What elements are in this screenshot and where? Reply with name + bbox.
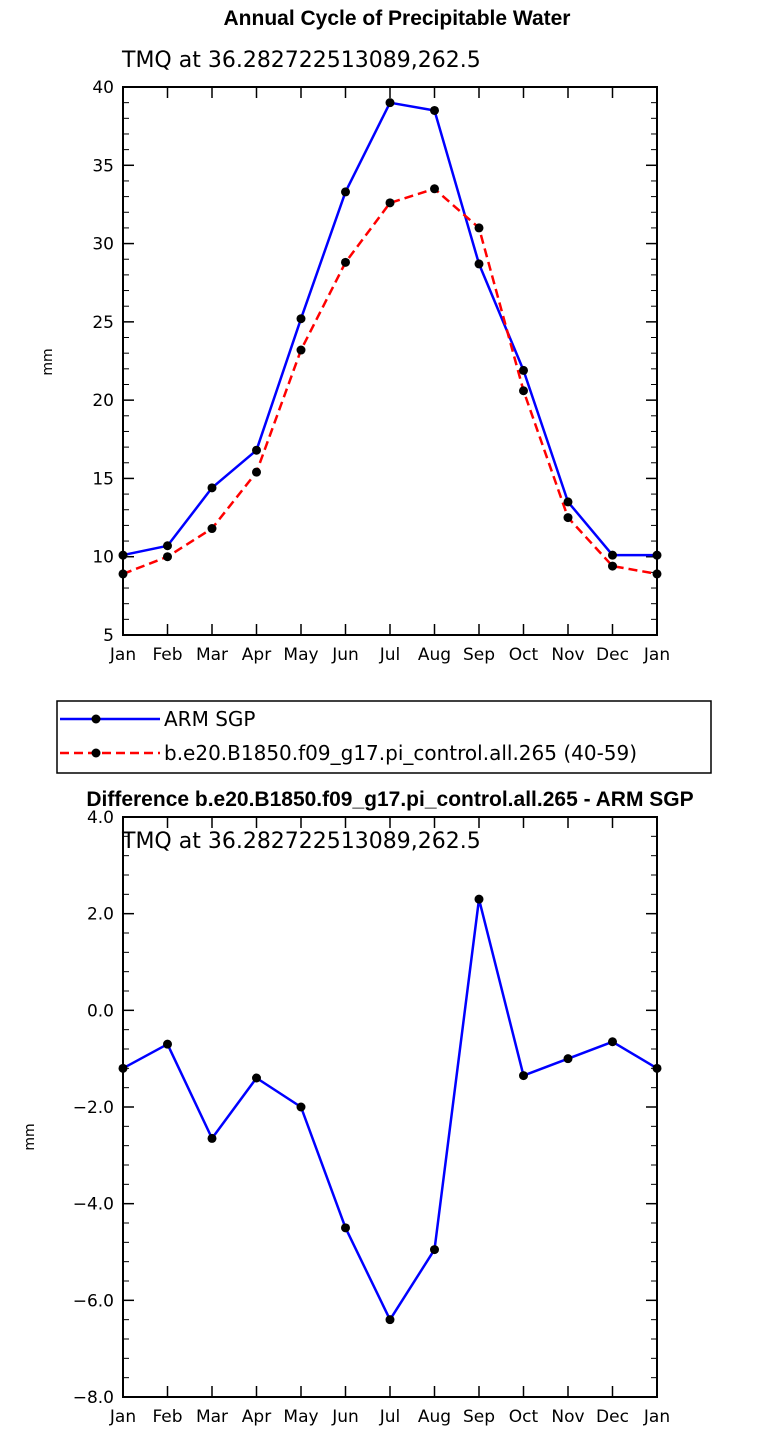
chart1-series-1-point bbox=[608, 561, 617, 571]
chart2-series-0-point bbox=[163, 1039, 172, 1049]
chart2-xtick-label: Jan bbox=[643, 1407, 670, 1427]
chart2-xtick-label: Feb bbox=[152, 1407, 182, 1427]
chart1-series-0-point bbox=[385, 98, 395, 108]
legend-marker-model bbox=[91, 748, 101, 758]
chart1-xtick-label: Jun bbox=[331, 645, 359, 665]
chart1-ytick-label: 40 bbox=[92, 78, 114, 98]
chart2-ytick-label: 0.0 bbox=[87, 1001, 114, 1021]
chart1-series-0-point bbox=[519, 365, 528, 375]
chart2-ytick-label: −8.0 bbox=[73, 1388, 114, 1408]
chart2-xtick-label: Oct bbox=[509, 1407, 539, 1427]
chart2-series-0-point bbox=[563, 1054, 573, 1064]
chart1-plot-frame bbox=[122, 86, 658, 636]
chart1-xtick-label: Mar bbox=[196, 645, 228, 665]
chart2-xtick-label: Sep bbox=[463, 1407, 495, 1427]
chart2-series-0-point bbox=[519, 1071, 528, 1081]
chart2-series-0-point bbox=[430, 1245, 439, 1255]
chart2-xtick-label: Nov bbox=[551, 1407, 584, 1427]
chart1-xtick-label: Aug bbox=[418, 645, 451, 665]
chart2-plot-frame bbox=[122, 816, 658, 1398]
legend-box bbox=[56, 700, 712, 774]
chart1-xtick-label: Sep bbox=[463, 645, 495, 665]
legend-marker-arm-sgp bbox=[91, 714, 101, 724]
chart1-series-1-point bbox=[519, 386, 528, 396]
chart2-series-0-point bbox=[207, 1133, 217, 1143]
chart1-ytick-label: 5 bbox=[103, 626, 114, 646]
chart2-ytick-label: 4.0 bbox=[87, 808, 114, 828]
chart1-series-0-point bbox=[563, 497, 573, 507]
chart1-series-0-point bbox=[608, 550, 617, 560]
chart1-xtick-label: Apr bbox=[242, 645, 271, 665]
chart2-xtick-label: Dec bbox=[596, 1407, 629, 1427]
chart1-series-1-point bbox=[563, 513, 573, 523]
difference-chart: Difference b.e20.B1850.f09_g17.pi_contro… bbox=[22, 788, 694, 1427]
chart1-xtick-label: Jan bbox=[109, 645, 136, 665]
chart2-xtick-label: Apr bbox=[242, 1407, 271, 1427]
chart2-ylabel: mm bbox=[22, 1123, 38, 1150]
chart2-xtick-label: Jul bbox=[379, 1407, 401, 1427]
chart1-ylabel: mm bbox=[40, 348, 56, 375]
chart1-series-1-point bbox=[252, 467, 261, 477]
chart1-title: Annual Cycle of Precipitable Water bbox=[224, 7, 571, 30]
chart1-subtitle: TMQ at 36.282722513089,262.5 bbox=[121, 48, 481, 73]
chart1-legend: ARM SGP b.e20.B1850.f09_g17.pi_control.a… bbox=[56, 700, 712, 774]
chart1-xtick-label: May bbox=[283, 645, 318, 665]
chart1-ytick-label: 30 bbox=[92, 235, 114, 255]
chart2-series-0-point bbox=[474, 894, 484, 904]
chart2-series-0-point bbox=[296, 1102, 306, 1112]
chart1-series-0-point bbox=[252, 445, 261, 455]
chart1-xtick-label: Dec bbox=[596, 645, 629, 665]
chart2-ytick-label: −4.0 bbox=[73, 1195, 114, 1215]
chart1-ytick-label: 20 bbox=[92, 391, 114, 411]
chart2-xtick-label: Jan bbox=[109, 1407, 136, 1427]
annual-cycle-chart: Annual Cycle of Precipitable Water TMQ a… bbox=[40, 7, 670, 665]
chart1-series-0-point bbox=[430, 105, 439, 115]
chart1-ytick-label: 35 bbox=[92, 156, 114, 176]
chart1-series-0-point bbox=[163, 541, 172, 551]
chart2-ytick-label: 2.0 bbox=[87, 905, 114, 925]
chart1-ytick-label: 10 bbox=[92, 548, 114, 568]
legend-label-arm-sgp: ARM SGP bbox=[164, 707, 255, 731]
chart1-series-1-point bbox=[385, 198, 395, 208]
chart1-series-0-point bbox=[207, 483, 217, 493]
chart2-series-0-point bbox=[341, 1223, 350, 1233]
chart1-series-1-point bbox=[296, 345, 306, 355]
chart2-ytick-label: −2.0 bbox=[73, 1098, 114, 1118]
chart2-xtick-label: Jun bbox=[331, 1407, 359, 1427]
chart1-series-1-point bbox=[341, 257, 350, 267]
chart1-ytick-label: 15 bbox=[92, 469, 114, 489]
chart1-xtick-label: Jan bbox=[643, 645, 670, 665]
chart2-xtick-label: May bbox=[283, 1407, 318, 1427]
chart2-xtick-label: Mar bbox=[196, 1407, 228, 1427]
chart2-series-0-point bbox=[252, 1073, 261, 1083]
chart2-title: Difference b.e20.B1850.f09_g17.pi_contro… bbox=[86, 788, 693, 811]
chart1-xtick-label: Nov bbox=[551, 645, 584, 665]
chart2-series-0-point bbox=[608, 1037, 617, 1047]
chart1-series-0-point bbox=[296, 314, 306, 324]
chart1-ytick-label: 25 bbox=[92, 313, 114, 333]
chart1-xtick-label: Jul bbox=[379, 645, 401, 665]
chart1-series-1-point bbox=[207, 524, 217, 534]
chart2-series-0-point bbox=[385, 1315, 395, 1325]
legend-label-model: b.e20.B1850.f09_g17.pi_control.all.265 (… bbox=[164, 741, 637, 765]
chart2-subtitle: TMQ at 36.282722513089,262.5 bbox=[121, 829, 481, 854]
chart2-xtick-label: Aug bbox=[418, 1407, 451, 1427]
chart1-xtick-label: Oct bbox=[509, 645, 539, 665]
chart2-ytick-label: −6.0 bbox=[73, 1291, 114, 1311]
chart1-xtick-label: Feb bbox=[152, 645, 182, 665]
chart1-series-0-point bbox=[474, 259, 484, 269]
chart1-series-1-point bbox=[163, 552, 172, 562]
chart1-series-0-point bbox=[341, 187, 350, 197]
chart1-series-1-point bbox=[474, 223, 484, 233]
chart1-series-1-point bbox=[430, 184, 439, 194]
